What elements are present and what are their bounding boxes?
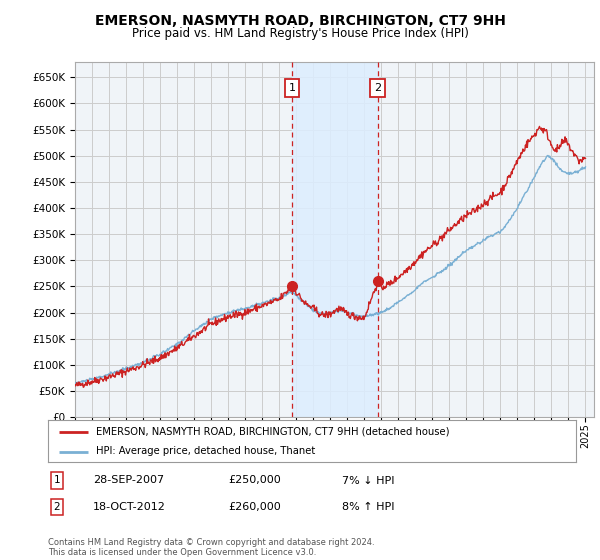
Text: 1: 1 [289, 83, 295, 93]
Text: EMERSON, NASMYTH ROAD, BIRCHINGTON, CT7 9HH (detached house): EMERSON, NASMYTH ROAD, BIRCHINGTON, CT7 … [95, 427, 449, 437]
Text: EMERSON, NASMYTH ROAD, BIRCHINGTON, CT7 9HH: EMERSON, NASMYTH ROAD, BIRCHINGTON, CT7 … [95, 14, 505, 28]
Text: 2: 2 [53, 502, 61, 512]
Text: 7% ↓ HPI: 7% ↓ HPI [342, 475, 395, 486]
Text: 28-SEP-2007: 28-SEP-2007 [93, 475, 164, 486]
Text: Contains HM Land Registry data © Crown copyright and database right 2024.
This d: Contains HM Land Registry data © Crown c… [48, 538, 374, 557]
Text: £250,000: £250,000 [228, 475, 281, 486]
Text: 2: 2 [374, 83, 382, 93]
Text: 18-OCT-2012: 18-OCT-2012 [93, 502, 166, 512]
Text: Price paid vs. HM Land Registry's House Price Index (HPI): Price paid vs. HM Land Registry's House … [131, 27, 469, 40]
Text: £260,000: £260,000 [228, 502, 281, 512]
Bar [292, 62, 378, 417]
Text: 8% ↑ HPI: 8% ↑ HPI [342, 502, 395, 512]
Text: HPI: Average price, detached house, Thanet: HPI: Average price, detached house, Than… [95, 446, 315, 456]
Text: 1: 1 [53, 475, 61, 486]
